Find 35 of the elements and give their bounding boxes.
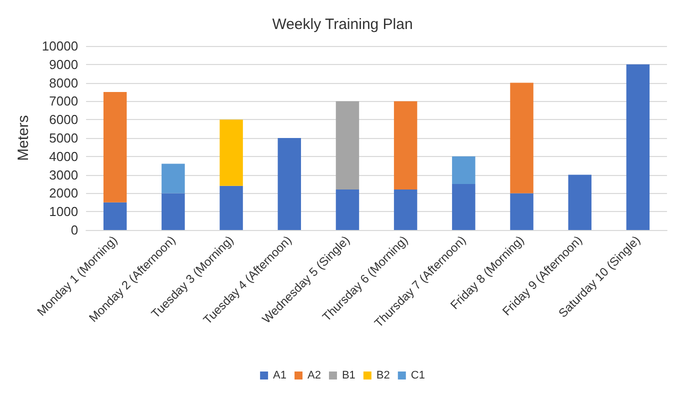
bar bbox=[336, 190, 360, 230]
bar bbox=[394, 101, 418, 190]
bar bbox=[626, 64, 650, 230]
chart-title: Weekly Training Plan bbox=[272, 16, 413, 33]
legend-label: C1 bbox=[410, 370, 425, 382]
y-tick-label: 2000 bbox=[49, 186, 78, 201]
y-tick-label: 6000 bbox=[49, 112, 78, 128]
y-tick-label: 8000 bbox=[49, 75, 78, 90]
legend-label: A2 bbox=[308, 370, 321, 382]
bar bbox=[510, 82, 534, 194]
y-tick-label: 1000 bbox=[49, 204, 78, 220]
bar bbox=[220, 120, 243, 186]
bar bbox=[394, 190, 418, 230]
bar bbox=[452, 184, 476, 230]
y-axis-title: Meters bbox=[15, 115, 32, 161]
bar bbox=[336, 101, 360, 190]
bar bbox=[568, 174, 592, 230]
bar bbox=[162, 164, 185, 194]
y-tick-label: 9000 bbox=[49, 56, 78, 72]
bar bbox=[103, 92, 127, 202]
y-tick-label: 4000 bbox=[49, 148, 78, 164]
legend-label: B2 bbox=[376, 370, 390, 382]
bar bbox=[162, 193, 185, 230]
bar bbox=[220, 186, 243, 230]
bar bbox=[452, 156, 476, 184]
y-tick-label: 7000 bbox=[49, 94, 78, 109]
bar bbox=[278, 138, 301, 230]
y-tick-label: 5000 bbox=[49, 130, 78, 146]
legend-label: A1 bbox=[273, 370, 287, 382]
legend-label: B1 bbox=[342, 370, 356, 382]
y-tick-label: 10000 bbox=[42, 38, 78, 54]
bar bbox=[103, 202, 127, 230]
y-tick-label: 0 bbox=[70, 222, 78, 238]
y-tick-label: 3000 bbox=[49, 167, 78, 182]
bar bbox=[510, 193, 534, 230]
